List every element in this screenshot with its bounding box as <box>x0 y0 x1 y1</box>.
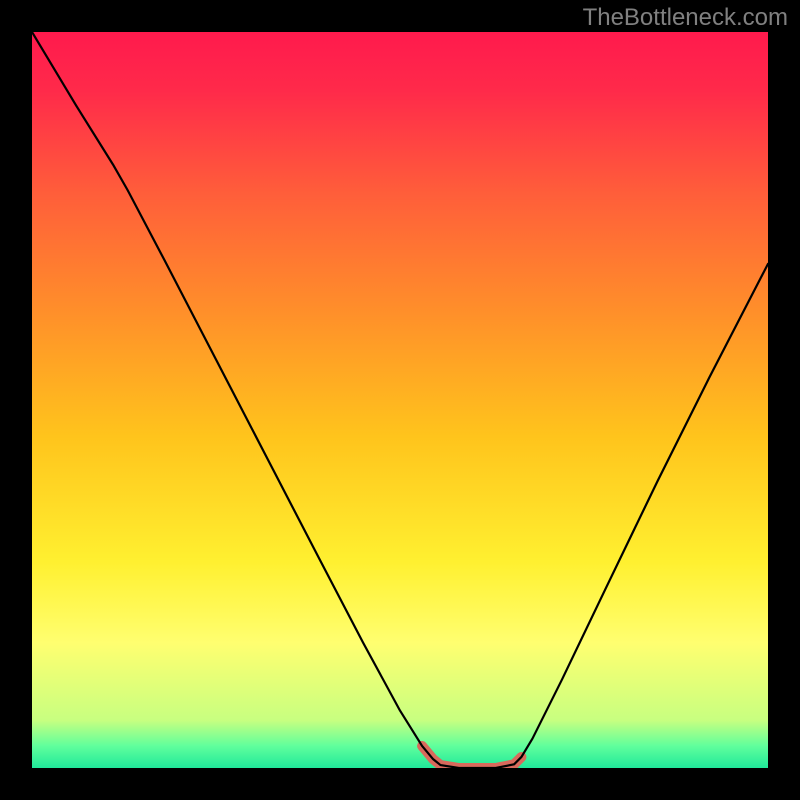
chart-frame: TheBottleneck.com <box>0 0 800 800</box>
chart-plot <box>32 32 768 768</box>
watermark-text: TheBottleneck.com <box>583 4 788 32</box>
gradient-background <box>32 32 768 768</box>
chart-svg <box>32 32 768 768</box>
